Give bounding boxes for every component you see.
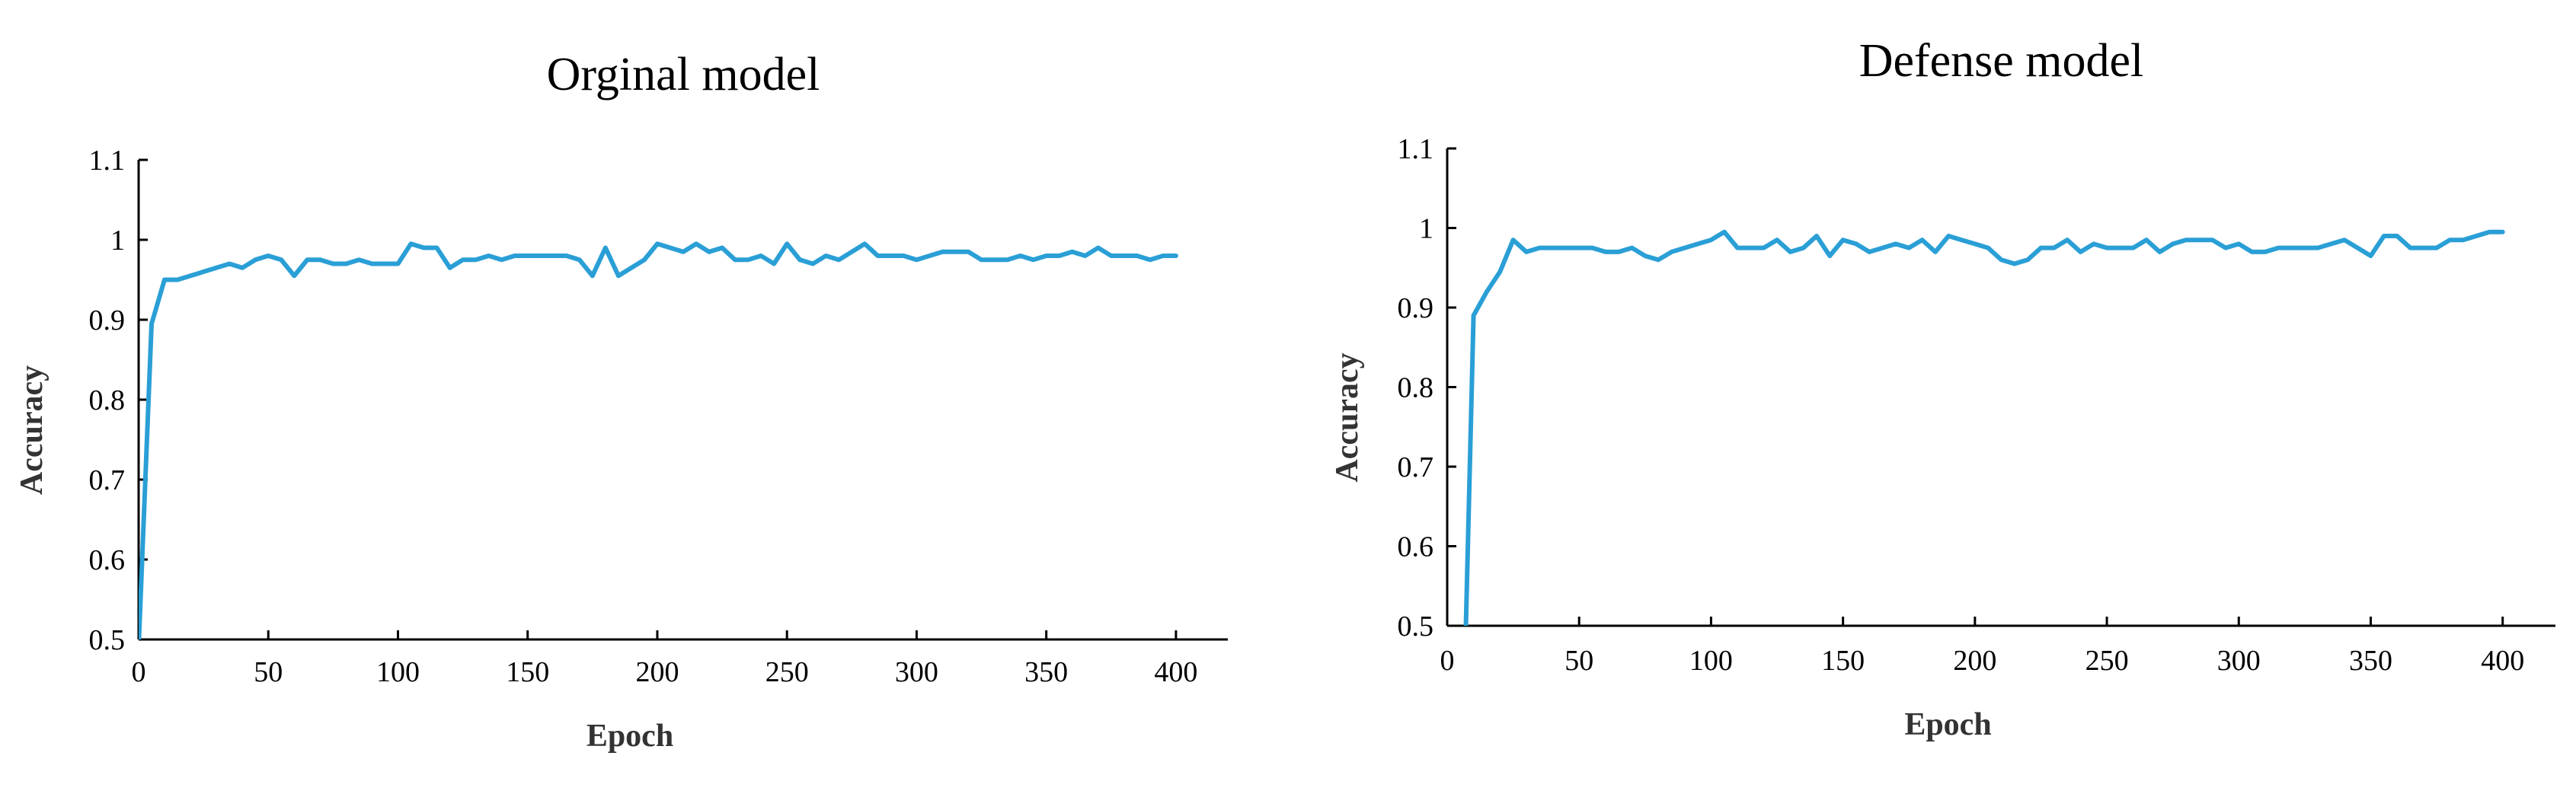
x-tick-label: 300 <box>2217 645 2261 677</box>
x-axis-label: Epoch <box>586 719 673 754</box>
x-tick-label: 100 <box>1689 645 1733 677</box>
y-tick-label: 0.8 <box>1398 372 1434 404</box>
y-tick-label: 1.1 <box>89 145 126 177</box>
y-axis-label: Accuracy <box>14 365 50 495</box>
x-tick-label: 50 <box>254 656 283 688</box>
y-tick-label: 1.1 <box>1398 133 1434 165</box>
y-tick-label: 0.8 <box>89 384 126 416</box>
y-tick-label: 0.6 <box>1398 531 1434 563</box>
x-tick-label: 350 <box>1024 656 1068 688</box>
y-tick-label: 0.9 <box>1398 292 1434 324</box>
x-tick-label: 150 <box>1821 645 1865 677</box>
x-tick-label: 400 <box>1154 656 1197 688</box>
x-tick-label: 250 <box>2085 645 2129 677</box>
x-tick-label: 50 <box>1564 645 1593 677</box>
y-tick-label: 1 <box>110 225 125 257</box>
accuracy-series-line <box>139 241 1178 639</box>
x-tick-label: 0 <box>132 656 146 688</box>
x-tick-label: 100 <box>376 656 420 688</box>
x-tick-label: 200 <box>1953 645 1996 677</box>
chart-title: Orginal model <box>547 49 820 100</box>
x-tick-label: 150 <box>506 656 549 688</box>
y-tick-label: 0.5 <box>1398 611 1434 643</box>
x-tick-label: 350 <box>2349 645 2392 677</box>
chart-defense-model: Defense model 0.5 0.6 0.7 0.8 0.9 1 1.1 0 50 100 15… <box>1330 35 2555 742</box>
x-tick-label: 300 <box>895 656 938 688</box>
x-tick-label: 250 <box>765 656 809 688</box>
x-tick-label: 0 <box>1440 645 1455 677</box>
x-tick-label: 200 <box>635 656 679 688</box>
y-tick-label: 0.5 <box>89 624 126 656</box>
chart-original-model: Orginal model 0.5 0.6 0.7 0.8 0.9 1 1.1 0 50 100 15… <box>14 49 1228 754</box>
y-tick-label: 0.7 <box>89 464 126 496</box>
x-tick-label: 400 <box>2481 645 2524 677</box>
accuracy-series-line <box>1463 229 2505 626</box>
y-tick-label: 1 <box>1419 213 1433 245</box>
y-tick-label: 0.7 <box>1398 451 1434 483</box>
x-axis-label: Epoch <box>1904 707 1991 742</box>
y-tick-label: 0.6 <box>89 544 126 576</box>
y-tick-label: 0.9 <box>89 305 126 336</box>
y-axis-label: Accuracy <box>1330 352 1365 482</box>
chart-title: Defense model <box>1859 35 2144 87</box>
